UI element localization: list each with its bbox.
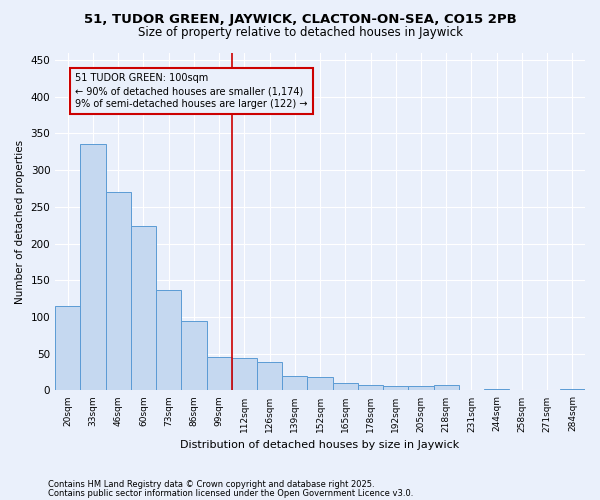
Bar [358, 384, 383, 390]
Bar [409, 386, 434, 390]
Bar [55, 306, 80, 390]
Bar [434, 384, 459, 390]
Bar [560, 389, 585, 390]
Bar [307, 377, 332, 390]
Bar [232, 358, 257, 390]
Bar [332, 383, 358, 390]
Text: 51 TUDOR GREEN: 100sqm
← 90% of detached houses are smaller (1,174)
9% of semi-d: 51 TUDOR GREEN: 100sqm ← 90% of detached… [76, 73, 308, 110]
Y-axis label: Number of detached properties: Number of detached properties [15, 140, 25, 304]
Bar [206, 358, 232, 390]
Text: Contains public sector information licensed under the Open Government Licence v3: Contains public sector information licen… [48, 489, 413, 498]
Bar [181, 322, 206, 390]
Bar [131, 226, 156, 390]
Bar [484, 389, 509, 390]
Text: Contains HM Land Registry data © Crown copyright and database right 2025.: Contains HM Land Registry data © Crown c… [48, 480, 374, 489]
Bar [282, 376, 307, 390]
Text: 51, TUDOR GREEN, JAYWICK, CLACTON-ON-SEA, CO15 2PB: 51, TUDOR GREEN, JAYWICK, CLACTON-ON-SEA… [83, 12, 517, 26]
Bar [156, 290, 181, 390]
Text: Size of property relative to detached houses in Jaywick: Size of property relative to detached ho… [137, 26, 463, 39]
Bar [383, 386, 409, 390]
X-axis label: Distribution of detached houses by size in Jaywick: Distribution of detached houses by size … [181, 440, 460, 450]
Bar [257, 362, 282, 390]
Bar [106, 192, 131, 390]
Bar [80, 144, 106, 390]
